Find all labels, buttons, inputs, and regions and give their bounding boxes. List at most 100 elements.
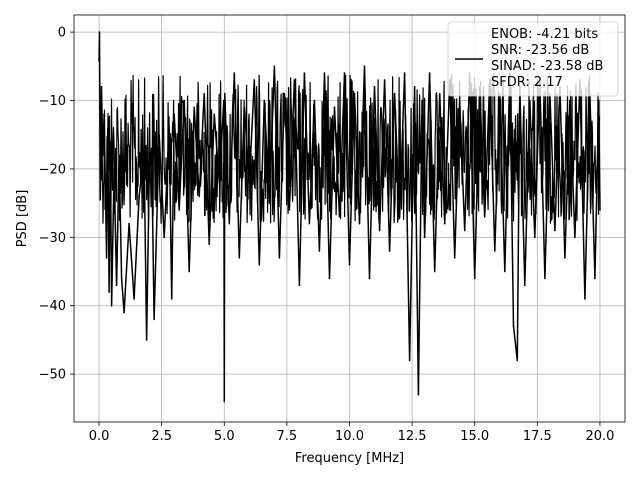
psd-data-point [584,298,586,300]
psd-data-point [516,359,519,362]
psd-data-point [378,229,381,232]
x-tick-label: 7.5 [277,429,298,444]
y-tick-label: 0 [58,26,66,41]
psd-data-point [208,243,210,245]
psd-data-point [238,257,241,259]
psd-data-point [554,229,556,232]
psd-data-point [120,277,123,280]
psd-data-point [178,209,180,211]
psd-data-point [278,257,281,259]
psd-data-point [483,216,486,218]
psd-data-point [417,393,420,396]
psd-data-point [233,72,236,74]
y-tick-label: −50 [39,368,66,383]
psd-data-point [105,257,108,259]
psd-data-point [358,222,361,225]
psd-data-point [494,250,496,252]
psd-data-point [99,198,102,201]
psd-data-point [428,72,431,74]
psd-data-point [163,236,165,239]
psd-data-point [248,181,251,184]
psd-data-point [408,359,411,362]
psd-data-point [188,270,190,273]
psd-data-point [143,154,145,156]
psd-data-point [148,181,150,184]
y-tick-label: −40 [39,299,66,314]
psd-data-point [504,270,506,273]
psd-data-point [343,72,346,74]
psd-data-point [333,106,336,109]
psd-data-point [373,86,376,88]
psd-data-point [213,113,216,115]
psd-data-point [293,79,296,81]
psd-data-point [569,99,571,102]
psd-data-point [218,181,221,184]
psd-data-point [158,133,160,136]
psd-data-point [103,113,105,115]
psd-data-point [353,92,356,95]
psd-data-point [438,92,441,95]
psd-data-point [223,99,225,102]
legend-line-4: SFDR: 2.17 [491,75,563,90]
psd-data-point [153,318,155,321]
psd-data-point [544,277,546,280]
psd-data-point [224,92,226,95]
x-tick-label: 10.0 [335,429,364,444]
x-tick-label: 12.5 [398,429,427,444]
x-tick-label: 2.5 [151,429,172,444]
psd-data-point [594,277,596,280]
psd-data-point [168,127,170,129]
psd-data-point [308,222,311,225]
psd-data-point [318,250,321,252]
x-tick-label: 0.0 [89,429,110,444]
psd-data-point [443,222,446,225]
psd-data-point [170,298,173,300]
psd-data-point [253,79,256,81]
psd-data-point [534,236,536,239]
psd-data-point [564,257,566,259]
psd-data-point [128,222,130,225]
psd-data-point [228,222,231,225]
psd-data-point [413,86,416,88]
psd-data-point [403,72,406,74]
psd-data-point [98,60,100,62]
psd-data-point [368,277,371,280]
psd-data-point [313,99,316,102]
psd-data-point [108,291,110,293]
psd-data-point [433,270,436,273]
psd-data-point [421,99,423,102]
x-axis: 0.0 2.5 5.0 7.5 10.0 12.5 15.0 17.5 20.0 [89,422,614,444]
psd-data-point [473,277,476,280]
psd-data-point [263,99,266,102]
x-tick-label: 5.0 [214,429,235,444]
psd-data-point [398,216,401,218]
psd-data-point [298,284,301,287]
psd-data-point [383,79,386,81]
legend-line-2: SNR: -23.56 dB [491,43,589,58]
psd-data-point [288,209,291,211]
legend-box [447,21,619,97]
psd-data-point [98,31,101,33]
psd-data-point [574,236,576,239]
psd-data-point [107,127,109,129]
psd-data-point [463,229,466,232]
psd-data-point [118,154,120,156]
psd-data-point [524,284,526,287]
psd-data-point [303,72,306,74]
psd-data-point [348,263,351,266]
y-tick-label: −10 [39,94,66,109]
psd-data-point [115,284,118,287]
psd-data-point [453,257,456,259]
legend-line-3: SINAD: -23.58 dB [491,59,603,74]
x-tick-label: 20.0 [585,429,614,444]
x-tick-label: 17.5 [523,429,552,444]
psd-data-point [363,65,366,68]
psd-data-point [173,113,175,115]
psd-data-point [109,140,112,143]
psd-data-point [338,216,341,218]
psd-data-point [198,195,200,198]
psd-data-point [328,277,331,280]
psd-data-point [113,168,115,170]
psd-data-point [183,99,185,102]
